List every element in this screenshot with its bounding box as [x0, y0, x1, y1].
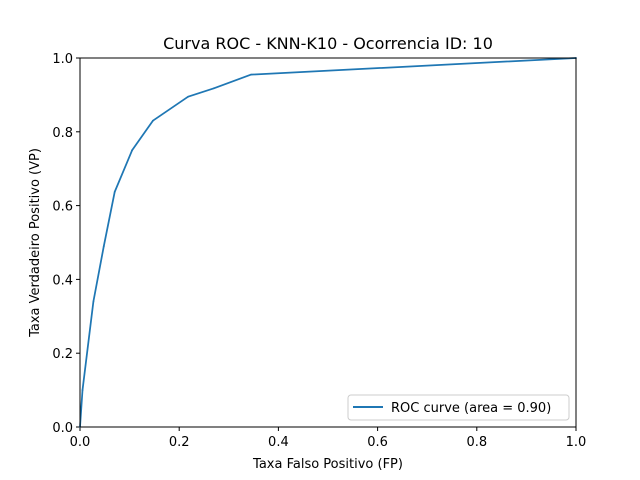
y-tick-label: 0.0 — [52, 421, 73, 436]
roc-data-point — [113, 191, 116, 193]
plot-frame — [79, 57, 577, 428]
roc-data-point — [131, 149, 133, 152]
y-tick-label: 0.4 — [52, 273, 73, 288]
roc-data-point — [152, 119, 154, 122]
x-tick-label: 0.4 — [268, 435, 289, 450]
axis-ticks: 0.0 0.2 0.4 0.6 0.8 1.0 0.0 0.2 0.4 0.6 0.8 1.0 — [52, 52, 586, 450]
chart-title: Curva ROC - KNN-K10 - Ocorrencia ID: 10 — [163, 34, 493, 53]
x-tick-label: 0.0 — [70, 435, 91, 450]
roc-data-point — [250, 73, 253, 76]
roc-data-point — [92, 300, 95, 303]
y-tick-label: 0.8 — [52, 126, 73, 141]
roc-data-point — [102, 245, 105, 248]
roc-data-point — [187, 95, 190, 98]
roc-data-point — [81, 389, 84, 391]
x-axis-label: Taxa Falso Positivo (FP) — [252, 457, 403, 472]
legend: ROC curve (area = 0.90) — [347, 394, 570, 421]
legend-box — [347, 394, 570, 421]
y-tick-label: 0.2 — [52, 347, 73, 362]
series-layer — [79, 57, 577, 428]
y-tick-label: 0.6 — [52, 200, 73, 215]
x-tick-label: 0.8 — [466, 435, 487, 450]
y-axis-label: Taxa Verdadeiro Positivo (VP) — [28, 148, 43, 338]
x-tick-label: 0.6 — [367, 435, 388, 450]
roc-data-point — [213, 87, 215, 90]
x-tick-label: 1.0 — [566, 435, 587, 450]
roc-series-line — [79, 57, 577, 428]
legend-label: ROC curve (area = 0.90) — [391, 401, 551, 416]
x-tick-label: 0.2 — [169, 435, 190, 450]
y-tick-label: 1.0 — [52, 52, 73, 67]
